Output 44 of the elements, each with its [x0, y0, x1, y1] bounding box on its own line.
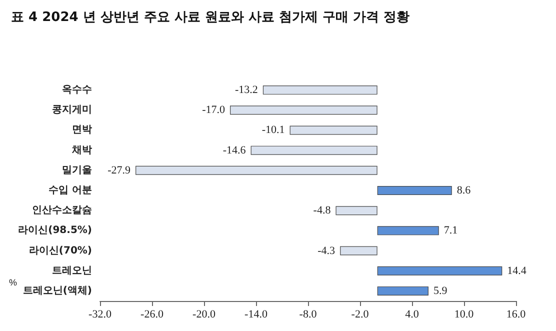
y-tick-label: 라이신(98.5%) — [18, 225, 92, 236]
x-tick-label: 4.0 — [405, 308, 420, 320]
y-tick-label: 채박 — [71, 144, 92, 156]
data-label: -13.2 — [235, 84, 258, 96]
data-label: -4.8 — [313, 204, 332, 217]
bar — [262, 86, 378, 95]
bar — [290, 126, 378, 135]
y-tick-label: 인산수소칼슘 — [32, 205, 92, 216]
bar — [230, 106, 378, 115]
y-tick-label: 콩지게미 — [52, 104, 92, 116]
y-tick-label: 밀기울 — [62, 164, 92, 176]
data-label: 7.1 — [444, 224, 458, 237]
x-tick-label: -14.0 — [244, 308, 268, 320]
bar — [377, 226, 439, 236]
x-tick-label: -20.0 — [192, 308, 216, 320]
data-label: -17.0 — [202, 104, 226, 116]
data-label: 5.9 — [433, 284, 448, 297]
data-label: -14.6 — [222, 144, 246, 156]
y-tick-label: 트레오닌(액체) — [22, 285, 92, 296]
y-tick-label: 트레오닌 — [52, 265, 92, 276]
bar — [377, 266, 502, 276]
y-tick-label: 라이신(70%) — [28, 245, 92, 256]
data-label: -4.3 — [318, 244, 336, 257]
bar — [340, 246, 378, 256]
x-tick-label: -32.0 — [88, 308, 112, 320]
y-tick-label: 옥수수 — [62, 84, 92, 96]
data-label: -27.9 — [108, 164, 132, 176]
data-label: 14.4 — [507, 264, 527, 277]
x-tick-label: 16.0 — [506, 308, 526, 320]
y-tick-label: 면박 — [72, 124, 92, 136]
bar — [336, 206, 378, 216]
data-label: 8.6 — [456, 184, 472, 196]
chart-title: 표 4 2024 년 상반년 주요 사료 원료와 사료 첨가제 구매 가격 정황 — [11, 10, 410, 25]
x-axis-title: % — [8, 278, 17, 288]
x-tick-label: -26.0 — [140, 308, 164, 320]
data-label: -10.1 — [262, 124, 285, 136]
bar — [136, 166, 378, 175]
x-tick-label: 10.0 — [454, 308, 474, 320]
bar — [250, 146, 378, 155]
bar — [377, 186, 452, 195]
y-tick-label: 수입 어분 — [48, 185, 92, 196]
x-tick-label: -2.0 — [351, 308, 370, 320]
bar — [377, 286, 428, 296]
x-tick-label: -8.0 — [299, 308, 318, 320]
